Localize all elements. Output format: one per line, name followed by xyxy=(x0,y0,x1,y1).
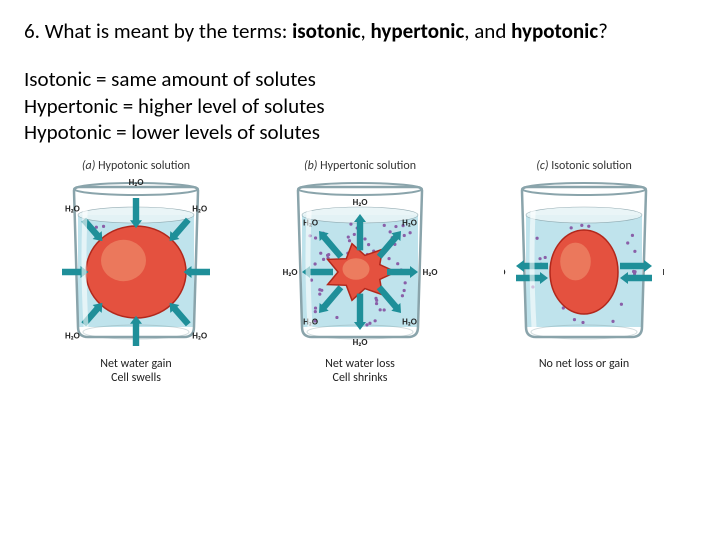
answer-line-2: Hypertonic = higher level of solutes xyxy=(24,93,696,119)
panel-b-title: (b) Hypertonic solution xyxy=(304,159,416,173)
beaker-c-svg: H₂O H₂O xyxy=(504,177,664,347)
svg-text:H₂O: H₂O xyxy=(65,203,80,214)
term-hypertonic: hypertonic xyxy=(371,18,465,44)
svg-text:H₂O: H₂O xyxy=(663,267,664,278)
beaker-b-svg: H₂OH₂OH₂OH₂OH₂OH₂OH₂OH₂O xyxy=(280,177,440,347)
panel-a-caption: Net water gain Cell swells xyxy=(100,357,171,386)
svg-text:H₂O: H₂O xyxy=(402,218,417,229)
beaker-a: H₂OH₂OH₂OH₂OH₂OH₂OH₂OH₂O xyxy=(56,177,216,347)
beaker-c: H₂O H₂O xyxy=(504,177,664,347)
sep1: , xyxy=(361,18,371,44)
panel-b-letter: (b) xyxy=(304,159,317,173)
answers-block: Isotonic = same amount of solutes Hypert… xyxy=(24,66,696,145)
term-isotonic: isotonic xyxy=(292,18,360,44)
panel-b-cap2: Cell shrinks xyxy=(333,371,388,385)
panel-c-cap1: No net loss or gain xyxy=(539,357,629,371)
term-hypotonic: hypotonic xyxy=(511,18,598,44)
beaker-a-svg: H₂OH₂OH₂OH₂OH₂OH₂OH₂OH₂O xyxy=(56,177,216,347)
svg-text:H₂O: H₂O xyxy=(353,337,368,347)
svg-text:H₂O: H₂O xyxy=(65,331,80,342)
panel-a: (a) Hypotonic solution H₂OH₂OH₂OH₂OH₂OH₂… xyxy=(36,159,236,386)
panel-b-title-text: Hypertonic solution xyxy=(317,159,416,173)
panel-c-title: (c) Isotonic solution xyxy=(536,159,632,173)
panel-a-title-text: Hypotonic solution xyxy=(95,159,190,173)
svg-text:H₂O: H₂O xyxy=(402,316,417,327)
answer-line-3: Hypotonic = lower levels of solutes xyxy=(24,119,696,145)
svg-text:H₂O: H₂O xyxy=(129,177,144,188)
question-prefix: 6. What is meant by the terms: xyxy=(24,18,292,44)
svg-text:H₂O: H₂O xyxy=(504,267,505,278)
panel-c-caption: No net loss or gain xyxy=(539,357,629,371)
diagram-row: (a) Hypotonic solution H₂OH₂OH₂OH₂OH₂OH₂… xyxy=(24,159,696,386)
panel-a-cap1: Net water gain xyxy=(100,357,171,371)
panel-b-cap1: Net water loss xyxy=(325,357,395,371)
panel-c-title-text: Isotonic solution xyxy=(549,159,632,173)
beaker-b: H₂OH₂OH₂OH₂OH₂OH₂OH₂OH₂O xyxy=(280,177,440,347)
panel-c: (c) Isotonic solution H₂O H₂O No net loss… xyxy=(484,159,684,371)
panel-a-title: (a) Hypotonic solution xyxy=(82,159,190,173)
svg-text:H₂O: H₂O xyxy=(423,267,438,278)
sep2: , and xyxy=(464,18,511,44)
question-text: 6. What is meant by the terms: isotonic,… xyxy=(24,18,696,44)
svg-text:H₂O: H₂O xyxy=(353,197,368,208)
panel-a-cap2: Cell swells xyxy=(111,371,161,385)
svg-text:H₂O: H₂O xyxy=(192,203,207,214)
svg-text:H₂O: H₂O xyxy=(283,267,298,278)
panel-b-caption: Net water loss Cell shrinks xyxy=(325,357,395,386)
panel-c-letter: (c) xyxy=(536,159,548,173)
svg-text:H₂O: H₂O xyxy=(192,331,207,342)
question-suffix: ? xyxy=(598,18,608,44)
answer-line-1: Isotonic = same amount of solutes xyxy=(24,66,696,92)
panel-b: (b) Hypertonic solution H₂O H₂O H₂O H₂O H₂O H… xyxy=(260,159,460,386)
panel-a-letter: (a) xyxy=(82,159,95,173)
